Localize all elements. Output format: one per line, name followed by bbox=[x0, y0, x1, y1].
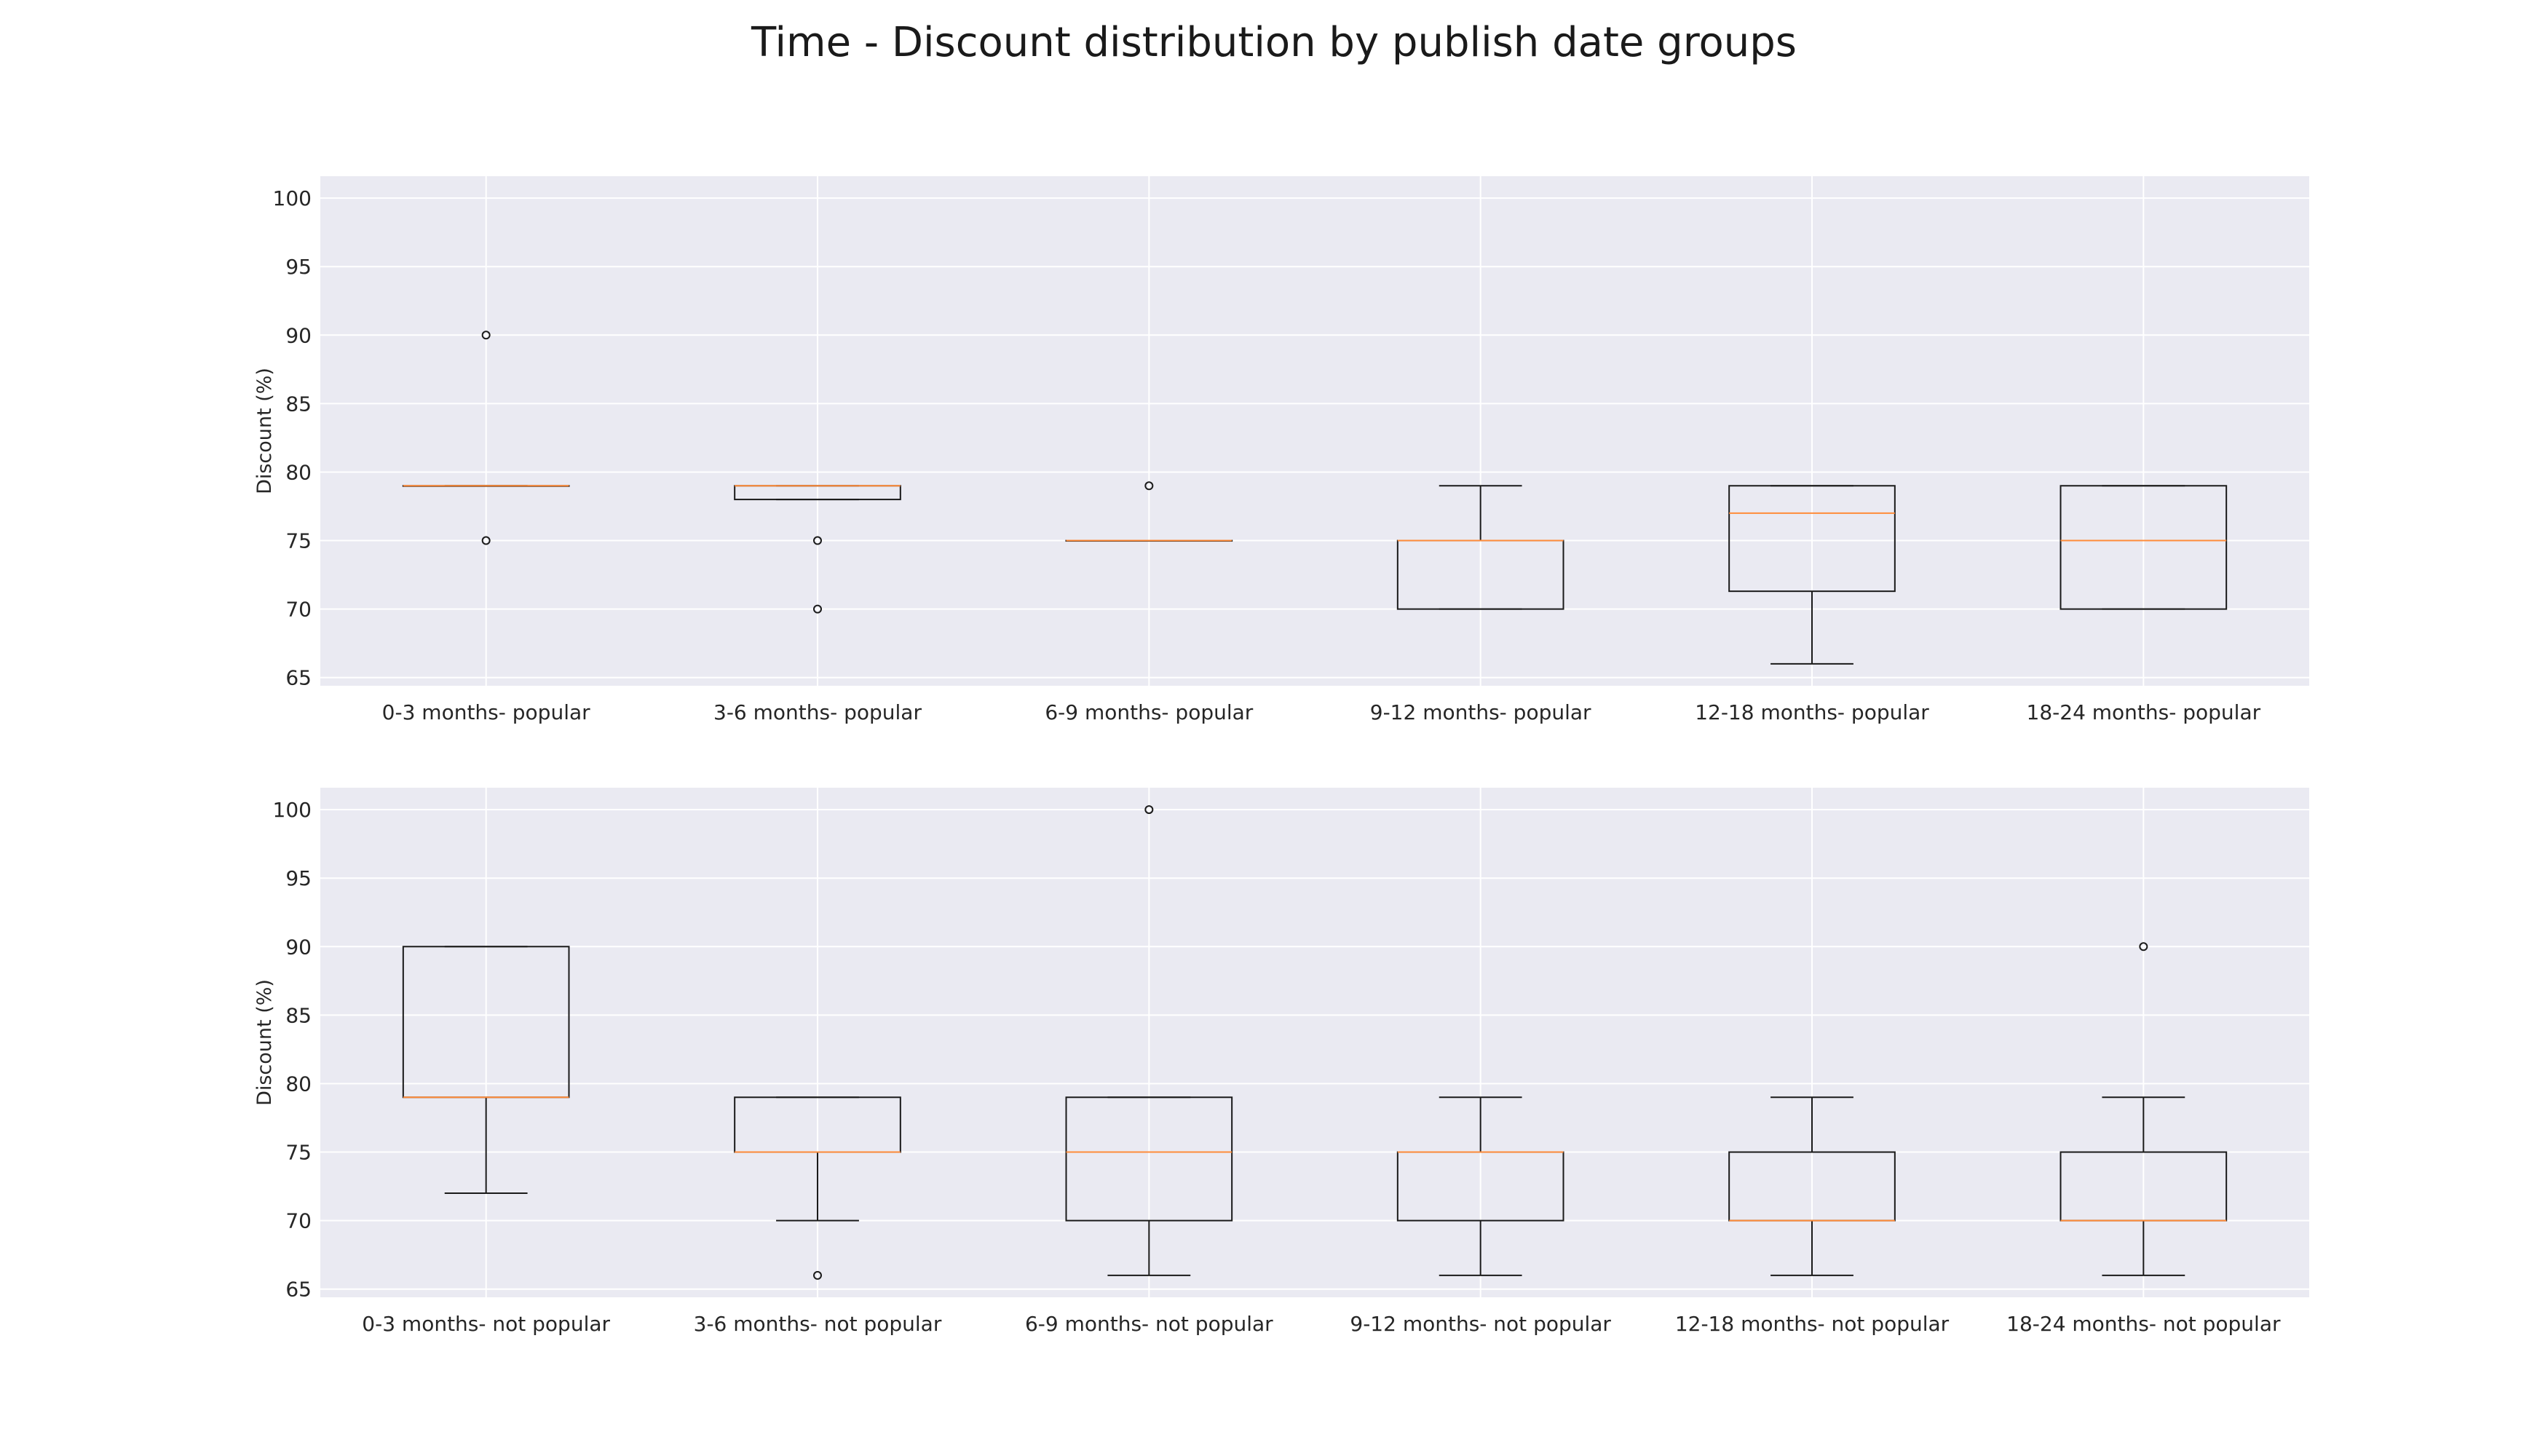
box-iqr bbox=[1728, 485, 1896, 593]
box-4 bbox=[1396, 1096, 1564, 1276]
y-tick-label: 80 bbox=[285, 1072, 312, 1096]
box-1 bbox=[402, 331, 570, 545]
y-tick-label: 100 bbox=[273, 798, 312, 822]
outlier-point bbox=[813, 1270, 822, 1280]
x-tick-label: 9-12 months- popular bbox=[1370, 700, 1591, 724]
box-1 bbox=[402, 946, 570, 1194]
y-tick-label: 100 bbox=[273, 186, 312, 210]
outlier-point bbox=[1144, 805, 1154, 815]
y-tick-label: 90 bbox=[285, 323, 312, 347]
chart-title: Time - Discount distribution by publish … bbox=[751, 19, 1797, 66]
y-tick-label: 95 bbox=[285, 255, 312, 279]
plot-background bbox=[320, 788, 2309, 1297]
y-tick-label: 70 bbox=[285, 1209, 312, 1233]
outlier-point bbox=[813, 536, 822, 545]
x-tick-label: 3-6 months- not popular bbox=[694, 1312, 942, 1336]
box-3 bbox=[1065, 805, 1233, 1276]
boxplot-popular: 65 70 75 80 85 90 95 100 Discount (%) 0-3 months-… bbox=[253, 176, 2309, 724]
box-2 bbox=[734, 1096, 901, 1280]
y-tick-label: 85 bbox=[285, 1003, 312, 1027]
x-tick-label: 6-9 months- not popular bbox=[1025, 1312, 1273, 1336]
x-tick-label: 12-18 months- not popular bbox=[1675, 1312, 1950, 1336]
x-tick-label: 12-18 months- popular bbox=[1695, 700, 1929, 724]
box-iqr bbox=[2060, 485, 2228, 610]
y-tick-label: 65 bbox=[285, 1278, 312, 1302]
outlier-point bbox=[813, 604, 822, 614]
box-6 bbox=[2060, 485, 2228, 610]
x-tick-label: 9-12 months- not popular bbox=[1350, 1312, 1611, 1336]
x-tick-label: 6-9 months- popular bbox=[1045, 700, 1253, 724]
y-tick-label: 75 bbox=[285, 529, 312, 553]
x-tick-label: 3-6 months- popular bbox=[713, 700, 922, 724]
y-tick-label: 70 bbox=[285, 598, 312, 622]
outlier-point bbox=[2139, 942, 2148, 951]
box-5 bbox=[1728, 485, 1896, 665]
plot-background bbox=[320, 176, 2309, 686]
y-tick-label: 85 bbox=[285, 392, 312, 416]
box-4 bbox=[1396, 485, 1564, 610]
outlier-point bbox=[481, 536, 491, 545]
box-iqr bbox=[1065, 1096, 1233, 1222]
x-tick-label: 18-24 months- popular bbox=[2027, 700, 2261, 724]
y-axis-label: Discount (%) bbox=[253, 979, 276, 1106]
boxplot-not-popular: 65 70 75 80 85 90 95 100 Discount (%) 0-3 months-… bbox=[253, 788, 2309, 1336]
y-tick-label: 80 bbox=[285, 460, 312, 484]
box-6 bbox=[2060, 942, 2228, 1276]
y-tick-label: 90 bbox=[285, 935, 312, 959]
x-tick-label: 0-3 months- not popular bbox=[362, 1312, 610, 1336]
x-tick-label: 0-3 months- popular bbox=[382, 700, 590, 724]
outlier-point bbox=[481, 331, 491, 340]
y-axis-label: Discount (%) bbox=[253, 368, 276, 494]
x-tick-label: 18-24 months- not popular bbox=[2006, 1312, 2281, 1336]
chart-panel-popular: 65 70 75 80 85 90 95 100 Discount (%) 0-3 months-… bbox=[0, 146, 2548, 743]
y-tick-label: 95 bbox=[285, 866, 312, 890]
box-5 bbox=[1728, 1096, 1896, 1276]
chart-panel-not-popular: 65 70 75 80 85 90 95 100 Discount (%) 0-3 months-… bbox=[0, 757, 2548, 1354]
y-tick-label: 75 bbox=[285, 1141, 312, 1165]
outlier-point bbox=[1144, 481, 1154, 491]
box-2 bbox=[734, 485, 901, 614]
box-3 bbox=[1065, 481, 1233, 542]
y-tick-label: 65 bbox=[285, 666, 312, 690]
